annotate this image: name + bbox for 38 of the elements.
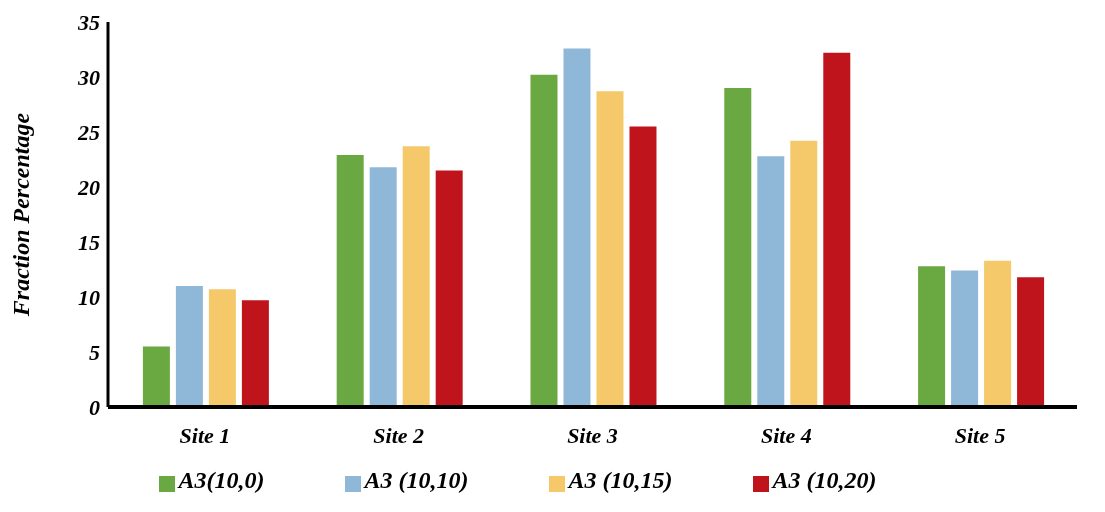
bar — [435, 170, 463, 407]
bar — [1017, 277, 1045, 407]
bar — [629, 126, 657, 407]
bar — [336, 155, 364, 407]
bar — [241, 300, 269, 407]
bar — [402, 146, 430, 407]
bar — [951, 270, 979, 407]
legend-label: A3 (10,15) — [568, 467, 673, 493]
y-tick-label: 15 — [78, 229, 100, 255]
bar — [984, 260, 1012, 407]
bar — [790, 140, 818, 407]
bar — [369, 167, 397, 407]
y-tick-label: 25 — [77, 119, 100, 145]
y-tick-label: 10 — [78, 284, 100, 310]
bar — [724, 88, 752, 407]
legend-label: A3 (10,20) — [772, 467, 877, 493]
bar — [596, 91, 624, 407]
bar — [142, 346, 170, 407]
bar — [918, 266, 946, 407]
bar — [823, 52, 851, 407]
x-tick-label: Site 2 — [373, 422, 425, 448]
x-tick-label: Site 3 — [567, 422, 618, 448]
bar — [563, 48, 591, 407]
y-tick-label: 35 — [77, 9, 100, 35]
y-tick-label: 0 — [89, 394, 100, 420]
legend-label: A3(10,0) — [178, 467, 265, 493]
y-tick-label: 30 — [77, 64, 100, 90]
bar — [208, 289, 236, 407]
x-tick-label: Site 5 — [954, 422, 1006, 448]
bar — [175, 286, 203, 407]
y-tick-label: 5 — [89, 339, 100, 365]
bar — [757, 156, 785, 407]
legend-label: A3 (10,10) — [364, 467, 469, 493]
y-axis-title: Fraction Percentage — [7, 112, 34, 318]
x-tick-label: Site 4 — [760, 422, 812, 448]
bar — [530, 74, 558, 407]
y-tick-label: 20 — [77, 174, 100, 200]
x-tick-label: Site 1 — [179, 422, 231, 448]
